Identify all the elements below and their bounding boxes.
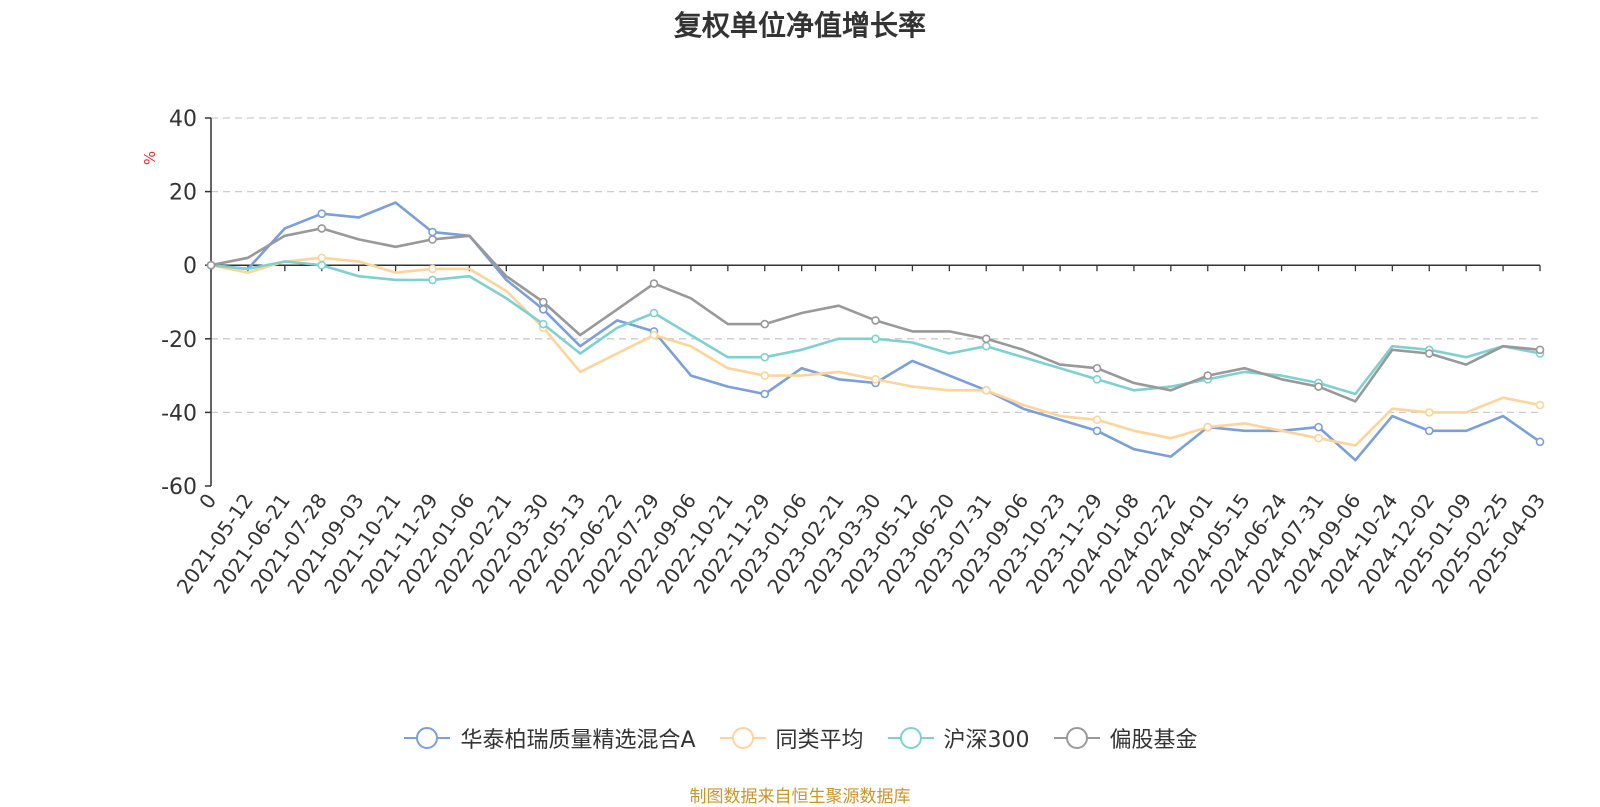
- legend-marker-icon: [719, 727, 766, 749]
- data-point: [317, 209, 327, 218]
- series-0: [206, 201, 1545, 462]
- axes: [205, 117, 1541, 487]
- data-point: [1424, 349, 1434, 358]
- series-2: [206, 260, 1545, 396]
- data-point: [760, 389, 770, 399]
- data-point: [1314, 422, 1323, 432]
- data-point: [538, 319, 548, 329]
- data-point: [981, 386, 991, 395]
- y-tick-labels: 40 20 0 -20 -40 -60: [161, 107, 197, 500]
- y-tick-label: 40: [169, 107, 197, 132]
- series-3: [206, 224, 1545, 403]
- data-point: [1092, 426, 1102, 436]
- legend-item[interactable]: 华泰柏瑞质量精选混合A: [402, 722, 696, 754]
- data-point: [1535, 400, 1545, 410]
- data-point: [428, 235, 437, 244]
- legend-item[interactable]: 沪深300: [886, 722, 1030, 754]
- data-point: [1092, 363, 1102, 373]
- data-point: [1092, 374, 1102, 384]
- legend-item[interactable]: 偏股基金: [1052, 722, 1198, 754]
- y-tick-label: 0: [183, 254, 197, 279]
- data-point: [1535, 437, 1545, 447]
- data-point: [871, 374, 880, 384]
- data-point: [317, 253, 327, 263]
- data-point: [538, 297, 548, 307]
- data-point: [1092, 415, 1102, 425]
- data-point: [428, 227, 437, 237]
- series-lines: [206, 201, 1545, 462]
- data-point: [428, 264, 437, 274]
- legend: 华泰柏瑞质量精选混合A 同类平均 沪深300 偏股基金: [0, 722, 1600, 754]
- series-1: [206, 253, 1545, 447]
- data-point: [760, 319, 770, 329]
- data-point: [1203, 422, 1213, 432]
- legend-label: 华泰柏瑞质量精选混合A: [460, 728, 696, 753]
- legend-marker-icon: [404, 727, 451, 749]
- data-point: [1314, 382, 1323, 391]
- data-point: [760, 352, 770, 362]
- y-axis-label: %: [141, 151, 159, 165]
- chart-title: 复权单位净值增长率: [673, 9, 926, 42]
- data-point: [649, 279, 659, 288]
- data-point: [981, 334, 991, 344]
- data-point: [428, 275, 437, 285]
- legend-label: 同类平均: [775, 728, 864, 753]
- series-line: [210, 256, 1541, 447]
- data-point: [206, 260, 216, 270]
- y-tick-label: 20: [169, 181, 197, 206]
- legend-marker-icon: [1053, 727, 1100, 749]
- data-point: [317, 224, 327, 233]
- source-note: 制图数据来自恒生聚源数据库: [689, 787, 911, 807]
- data-point: [317, 260, 327, 270]
- data-point: [871, 316, 880, 325]
- legend-label: 沪深300: [943, 728, 1030, 753]
- data-point: [1424, 426, 1434, 436]
- data-point: [1203, 371, 1213, 380]
- data-point: [1535, 345, 1545, 355]
- data-point: [1314, 433, 1323, 443]
- y-tick-label: -60: [161, 475, 197, 500]
- y-tick-label: -40: [161, 401, 197, 426]
- legend-item[interactable]: 同类平均: [718, 722, 864, 754]
- data-point: [538, 305, 548, 314]
- data-point: [649, 330, 659, 340]
- x-tick-label: 0: [194, 489, 221, 513]
- data-point: [649, 308, 659, 318]
- data-point: [981, 341, 991, 351]
- legend-label: 偏股基金: [1109, 728, 1198, 753]
- series-line: [210, 201, 1541, 462]
- legend-marker-icon: [887, 727, 934, 749]
- x-tick-labels: 02021-05-122021-06-212021-07-282021-09-0…: [172, 489, 1550, 598]
- series-line: [210, 260, 1541, 396]
- y-tick-label: -20: [161, 328, 197, 353]
- data-point: [871, 334, 880, 344]
- data-point: [760, 371, 770, 380]
- data-point: [1424, 408, 1434, 417]
